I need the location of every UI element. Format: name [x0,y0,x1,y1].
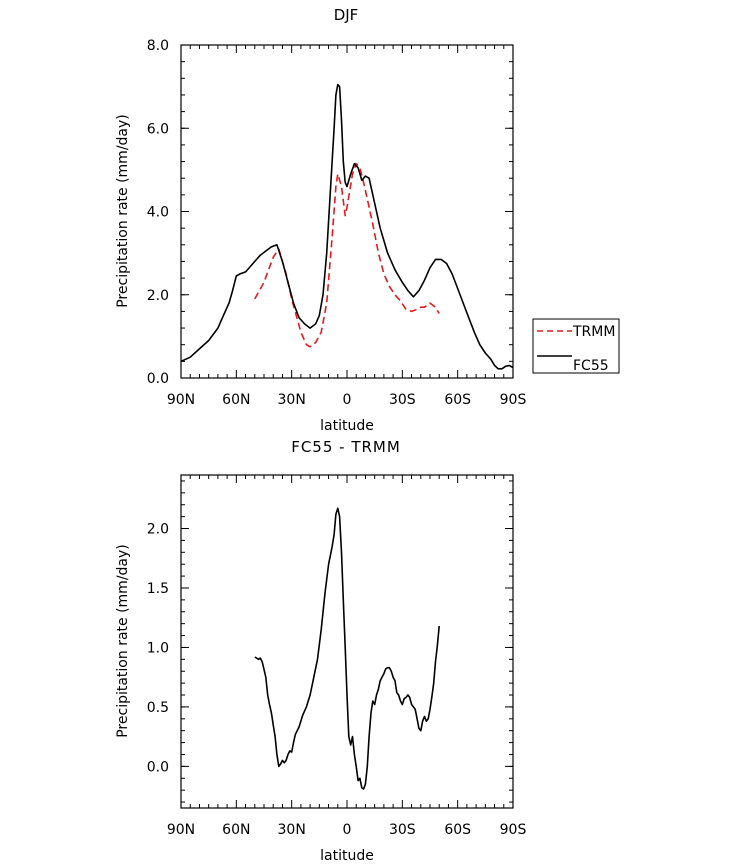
y-tick-label: 6.0 [147,121,169,137]
x-tick-label: 30N [278,392,306,408]
y-tick-label: 1.0 [147,640,169,656]
x-tick-label: 90N [167,822,195,838]
y-tick-label: 1.5 [147,581,169,597]
y-axis-label: Precipitation rate (mm/day) [115,544,131,738]
y-tick-label: 2.0 [147,288,169,304]
x-tick-label: 90S [500,392,527,408]
x-tick-label: 0 [343,392,352,408]
chart-title: DJF [334,6,359,24]
chart-djf: DJF 90N 60N 30N 0 30S 60S 90S 0.0 2.0 4.0 6.0 8.0 l… [115,6,620,434]
x-axis-label: latitude [320,848,374,864]
y-tick-label: 4.0 [147,205,169,221]
series-line-fc55 [180,83,514,370]
x-tick-label: 30S [389,392,416,408]
x-tick-label: 90S [500,822,527,838]
legend-box [532,318,620,374]
y-tick-label: 0.0 [147,371,169,387]
x-tick-label: 60N [222,392,250,408]
legend-label-fc55: FC55 [573,358,609,374]
series-line-difference [254,507,440,790]
x-tick-label: 60N [222,822,250,838]
x-tick-label: 60S [444,392,471,408]
plot-frame [180,474,514,809]
x-tick-label: 90N [167,392,195,408]
y-tick-label: 0.0 [147,759,169,775]
y-axis-label: Precipitation rate (mm/day) [115,114,131,308]
y-tick-label: 8.0 [147,38,169,54]
series-line-trmm [254,162,440,348]
legend: TRMM FC55 [532,318,620,374]
x-tick-label: 0 [343,822,352,838]
chart-fc55-minus-trmm: FC55 - TRMM 90N 60N 30N 0 30S 60S 90S 0.0 0.5 1.0… [115,438,526,864]
series-layer [254,507,440,790]
x-tick-label: 60S [444,822,471,838]
x-tick-label: 30S [389,822,416,838]
x-tick-label: 30N [278,822,306,838]
y-tick-label: 2.0 [147,522,169,538]
tick-layer: 90N 60N 30N 0 30S 60S 90S 0.0 0.5 1.0 1.5 2.0 [147,475,527,838]
y-tick-label: 0.5 [147,700,169,716]
x-axis-label: latitude [320,418,374,434]
series-layer [180,83,514,370]
plot-frame [180,44,514,379]
tick-layer: 90N 60N 30N 0 30S 60S 90S 0.0 2.0 4.0 6.0 8.0 [147,38,527,408]
chart-title: FC55 - TRMM [291,438,401,456]
legend-label-trmm: TRMM [572,324,615,340]
